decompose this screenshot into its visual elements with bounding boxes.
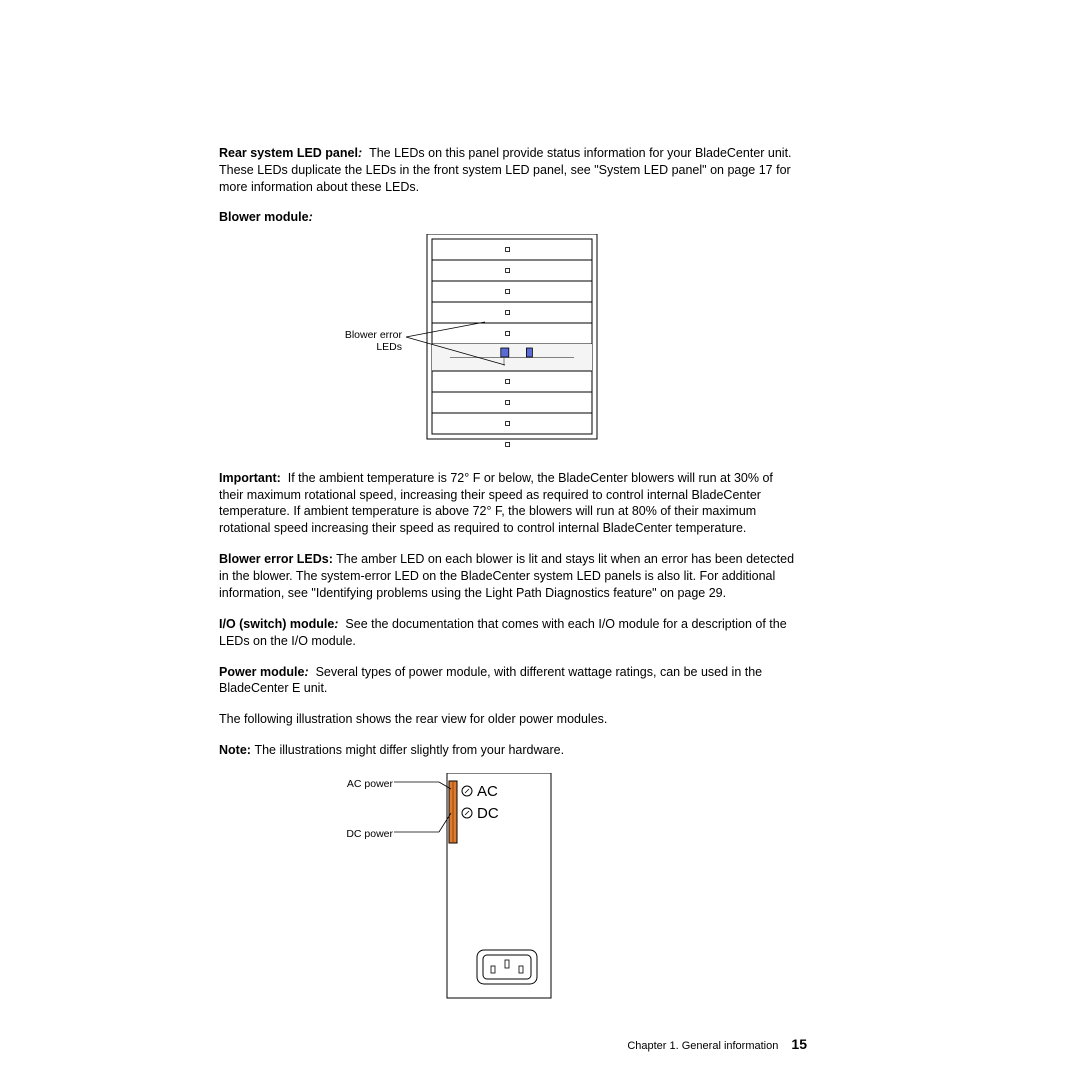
power-module-paragraph: Power module: Several types of power mod… <box>219 664 799 698</box>
important-lead: Important: <box>219 471 281 485</box>
svg-text:AC: AC <box>477 783 498 800</box>
note-body: The illustrations might differ slightly … <box>254 743 564 757</box>
note-lead: Note: <box>219 743 251 757</box>
blower-error-leds-lead: Blower error LEDs: <box>219 552 333 566</box>
svg-text:DC: DC <box>477 805 499 822</box>
footer-page-number: 15 <box>791 1036 807 1052</box>
colon-icon: : <box>358 146 362 160</box>
power-module-diagram: AC power DC power AC DC <box>219 773 799 1003</box>
page-footer: Chapter 1. General information 15 <box>627 1036 807 1052</box>
important-paragraph: Important: If the ambient temperature is… <box>219 470 799 538</box>
blower-module-diagram: Blower error LEDs <box>219 234 799 452</box>
power-illustration-note: The following illustration shows the rea… <box>219 711 799 728</box>
blower-svg <box>219 234 799 452</box>
page-content: Rear system LED panel: The LEDs on this … <box>219 145 799 1003</box>
ac-power-label: AC power <box>339 778 393 791</box>
io-module-paragraph: I/O (switch) module: See the documentati… <box>219 616 799 650</box>
dc-power-label: DC power <box>339 828 393 841</box>
rear-system-led-paragraph: Rear system LED panel: The LEDs on this … <box>219 145 799 196</box>
io-module-lead: I/O (switch) module <box>219 617 334 631</box>
rear-system-led-lead: Rear system LED panel <box>219 146 358 160</box>
document-page: Rear system LED panel: The LEDs on this … <box>0 0 1080 1080</box>
note-paragraph: Note: The illustrations might differ sli… <box>219 742 799 759</box>
blower-error-leds-label: Blower error LEDs <box>339 329 402 354</box>
power-module-lead: Power module <box>219 665 304 679</box>
footer-chapter: Chapter 1. General information <box>627 1040 778 1052</box>
important-body: If the ambient temperature is 72° F or b… <box>219 471 773 536</box>
blower-module-heading: Blower module: <box>219 210 799 224</box>
power-svg: AC DC <box>219 773 799 1003</box>
blower-error-leds-paragraph: Blower error LEDs: The amber LED on each… <box>219 551 799 602</box>
